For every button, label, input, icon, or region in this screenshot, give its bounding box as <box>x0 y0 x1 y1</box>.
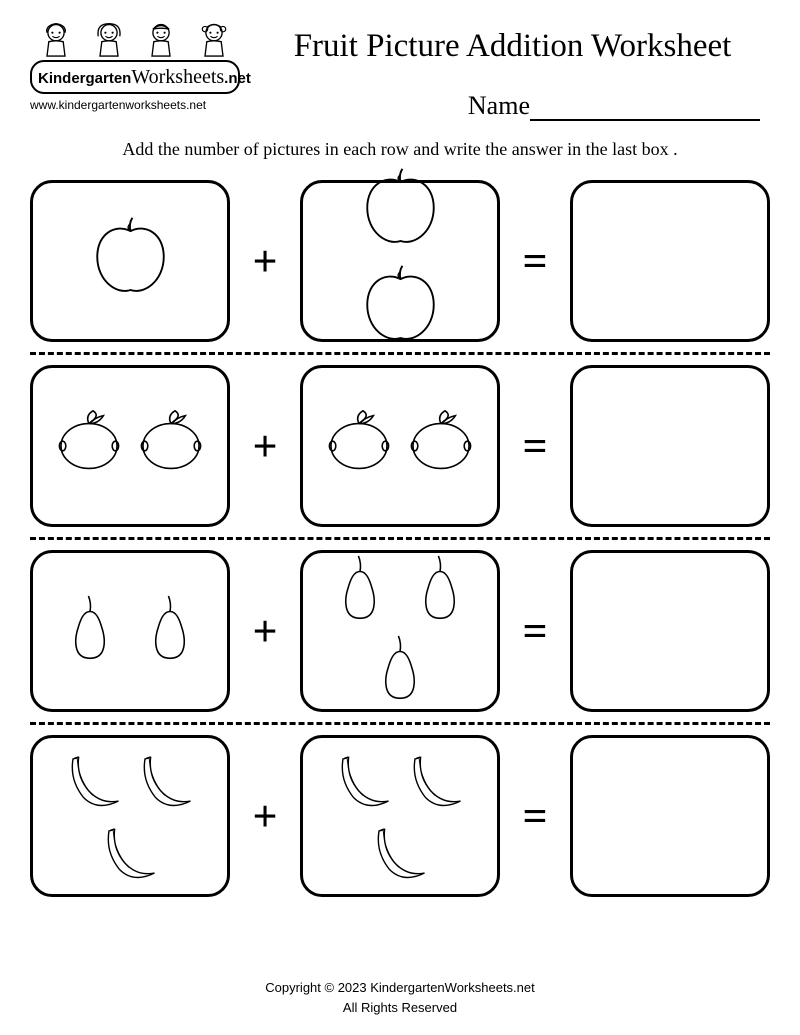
right-cell <box>300 180 500 342</box>
name-line: Name <box>255 91 770 121</box>
plus-operator: + <box>245 791 285 842</box>
banana-icon <box>329 745 399 815</box>
fruit-group <box>83 214 178 309</box>
row-divider <box>30 537 770 540</box>
pear-icon <box>401 552 479 630</box>
fruit-group <box>41 745 219 887</box>
logo-text-main: Kindergarten <box>38 70 131 87</box>
right-cell <box>300 735 500 897</box>
logo-kids-icons <box>30 20 240 58</box>
footer-rights: All Rights Reserved <box>0 998 800 1018</box>
banana-icon <box>365 817 435 887</box>
logo-banner: KindergartenWorksheets.net <box>30 60 240 94</box>
logo-url: www.kindergartenworksheets.net <box>30 98 240 112</box>
logo-text-suffix: .net <box>224 70 251 87</box>
banana-icon <box>131 745 201 815</box>
left-cell <box>30 550 230 712</box>
fruit-group <box>311 165 489 357</box>
logo-block: KindergartenWorksheets.net www.kindergar… <box>30 20 240 112</box>
left-cell <box>30 735 230 897</box>
fruit-group <box>311 552 489 710</box>
apple-icon <box>353 262 448 357</box>
pear-icon <box>361 632 439 710</box>
left-cell <box>30 180 230 342</box>
equals-operator: = <box>515 606 555 657</box>
lemon-icon <box>401 406 481 486</box>
answer-cell[interactable] <box>570 365 770 527</box>
name-blank[interactable] <box>530 99 760 121</box>
lemon-icon <box>49 406 129 486</box>
lemon-icon <box>131 406 211 486</box>
row-divider <box>30 722 770 725</box>
plus-operator: + <box>245 421 285 472</box>
fruit-group <box>311 745 489 887</box>
problem-row: += <box>30 544 770 718</box>
name-label: Name <box>468 91 530 120</box>
banana-icon <box>95 817 165 887</box>
banana-icon <box>401 745 471 815</box>
title-block: Fruit Picture Addition Worksheet Name <box>255 20 770 121</box>
right-cell <box>300 365 500 527</box>
answer-cell[interactable] <box>570 550 770 712</box>
instructions: Add the number of pictures in each row a… <box>30 139 770 160</box>
page-title: Fruit Picture Addition Worksheet <box>255 28 770 65</box>
kid-icon <box>143 20 179 58</box>
problem-row: += <box>30 174 770 348</box>
header: KindergartenWorksheets.net www.kindergar… <box>30 20 770 121</box>
answer-cell[interactable] <box>570 735 770 897</box>
problem-row: += <box>30 359 770 533</box>
right-cell <box>300 550 500 712</box>
plus-operator: + <box>245 236 285 287</box>
logo-text-script: Worksheets <box>131 66 224 88</box>
kid-icon <box>196 20 232 58</box>
fruit-group <box>319 406 481 486</box>
pear-icon <box>51 592 129 670</box>
footer: Copyright © 2023 KindergartenWorksheets.… <box>0 978 800 1017</box>
kid-icon <box>38 20 74 58</box>
equals-operator: = <box>515 791 555 842</box>
footer-copyright: Copyright © 2023 KindergartenWorksheets.… <box>0 978 800 998</box>
apple-icon <box>353 165 448 260</box>
lemon-icon <box>319 406 399 486</box>
answer-cell[interactable] <box>570 180 770 342</box>
fruit-group <box>51 592 209 670</box>
fruit-group <box>49 406 211 486</box>
problem-rows: +=+=+=+= <box>30 174 770 903</box>
equals-operator: = <box>515 421 555 472</box>
kid-icon <box>91 20 127 58</box>
pear-icon <box>131 592 209 670</box>
plus-operator: + <box>245 606 285 657</box>
apple-icon <box>83 214 178 309</box>
pear-icon <box>321 552 399 630</box>
banana-icon <box>59 745 129 815</box>
equals-operator: = <box>515 236 555 287</box>
problem-row: += <box>30 729 770 903</box>
left-cell <box>30 365 230 527</box>
